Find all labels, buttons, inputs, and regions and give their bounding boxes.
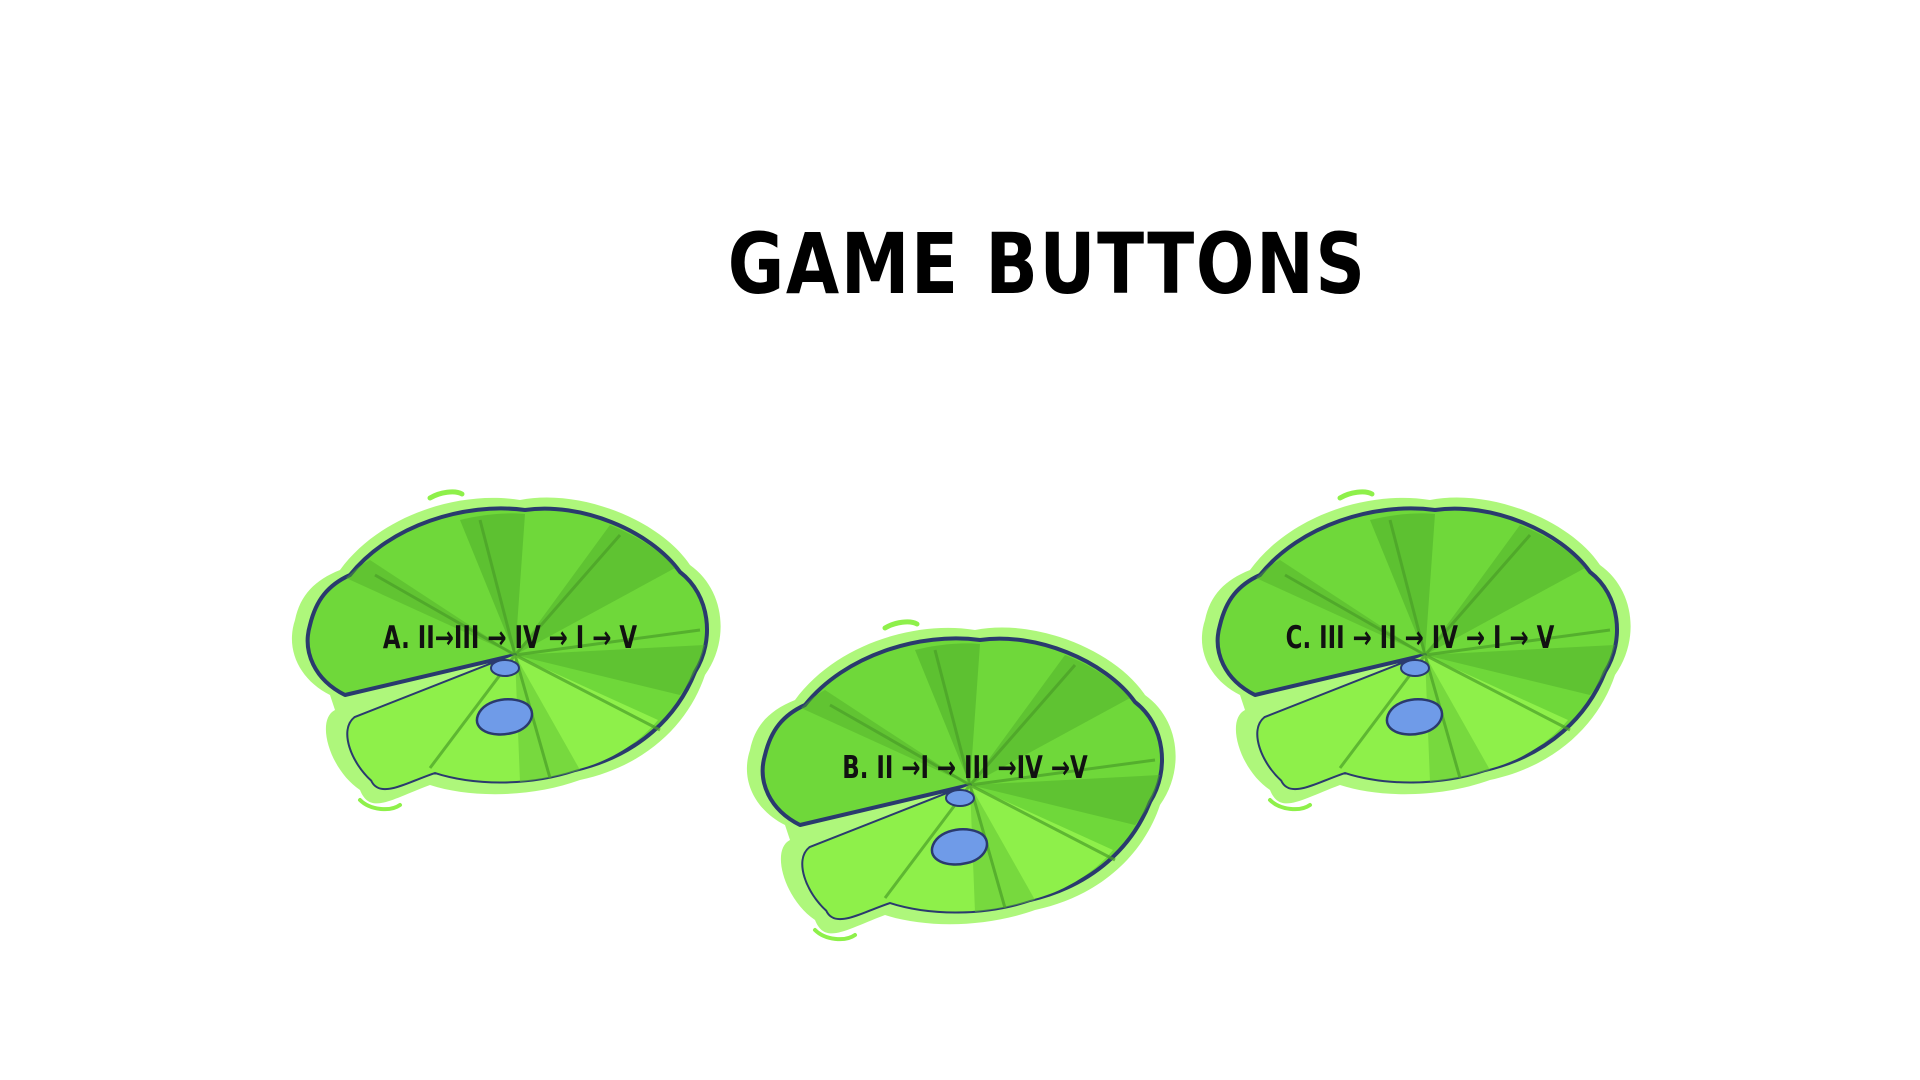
answer-button-c[interactable]: C. III → II → IV → I → V [1190, 480, 1650, 830]
answer-label-b: B. II →I → III →IV →V [842, 750, 1088, 786]
page-title: GAME BUTTONS [727, 215, 1367, 313]
answer-button-a[interactable]: A. II→III → IV → I → V [280, 480, 740, 830]
answer-label-c: C. III → II → IV → I → V [1285, 620, 1555, 656]
answer-button-b[interactable]: B. II →I → III →IV →V [735, 610, 1195, 960]
answer-label-a: A. II→III → IV → I → V [382, 620, 638, 656]
